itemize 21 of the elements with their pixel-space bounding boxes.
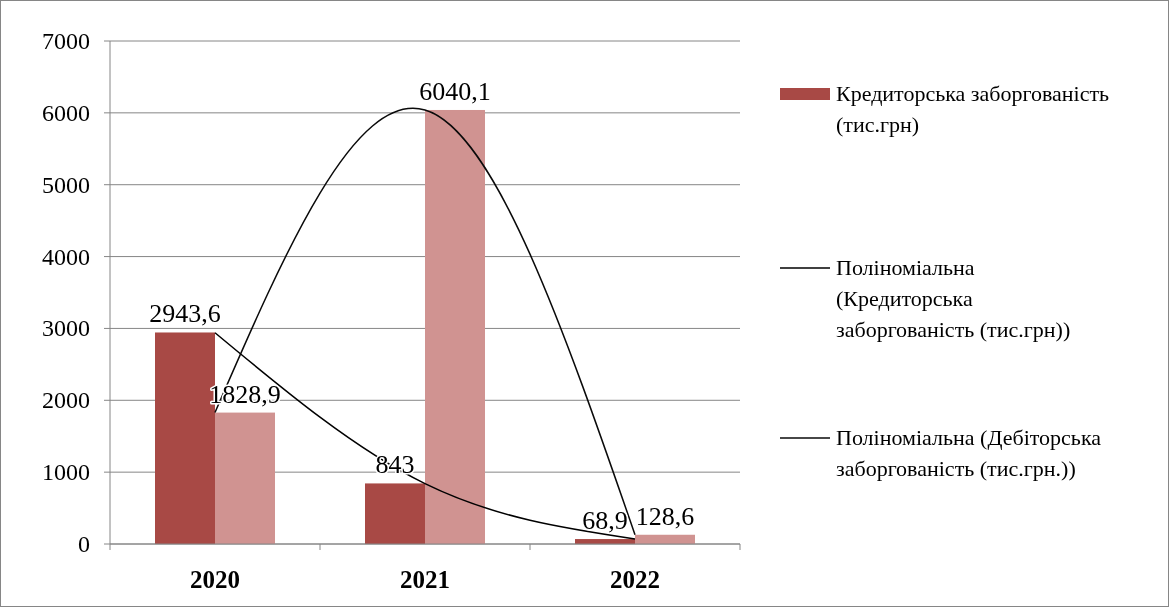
data-label: 6040,1 <box>419 76 491 106</box>
legend-label: Поліноміальна (Дебіторська заборгованість (тис.грн.)) <box>836 425 1102 481</box>
bar <box>215 412 275 544</box>
legend-label: Поліноміальна (Кредиторська заборгованість (тис.грн)) <box>836 255 1071 342</box>
x-tick-label: 2022 <box>610 566 660 593</box>
y-tick-label: 4000 <box>42 243 90 270</box>
bar <box>425 109 485 544</box>
y-tick-label: 1000 <box>42 459 90 486</box>
x-tick-label: 2021 <box>400 566 450 593</box>
x-tick-label: 2020 <box>190 566 240 593</box>
data-label: 68,9 <box>582 506 628 536</box>
data-label: 128,6 <box>635 501 695 531</box>
y-tick-label: 6000 <box>42 99 90 126</box>
legend-label: Кредиторська заборгованість (тис.грн) <box>836 81 1110 137</box>
bar <box>365 483 425 544</box>
y-tick-label: 2000 <box>42 387 90 414</box>
y-tick-label: 7000 <box>42 28 90 54</box>
y-tick-label: 0 <box>78 531 90 557</box>
y-tick-label: 5000 <box>42 171 90 198</box>
data-label: 2943,6 <box>149 299 221 329</box>
y-tick-label: 3000 <box>42 315 90 342</box>
